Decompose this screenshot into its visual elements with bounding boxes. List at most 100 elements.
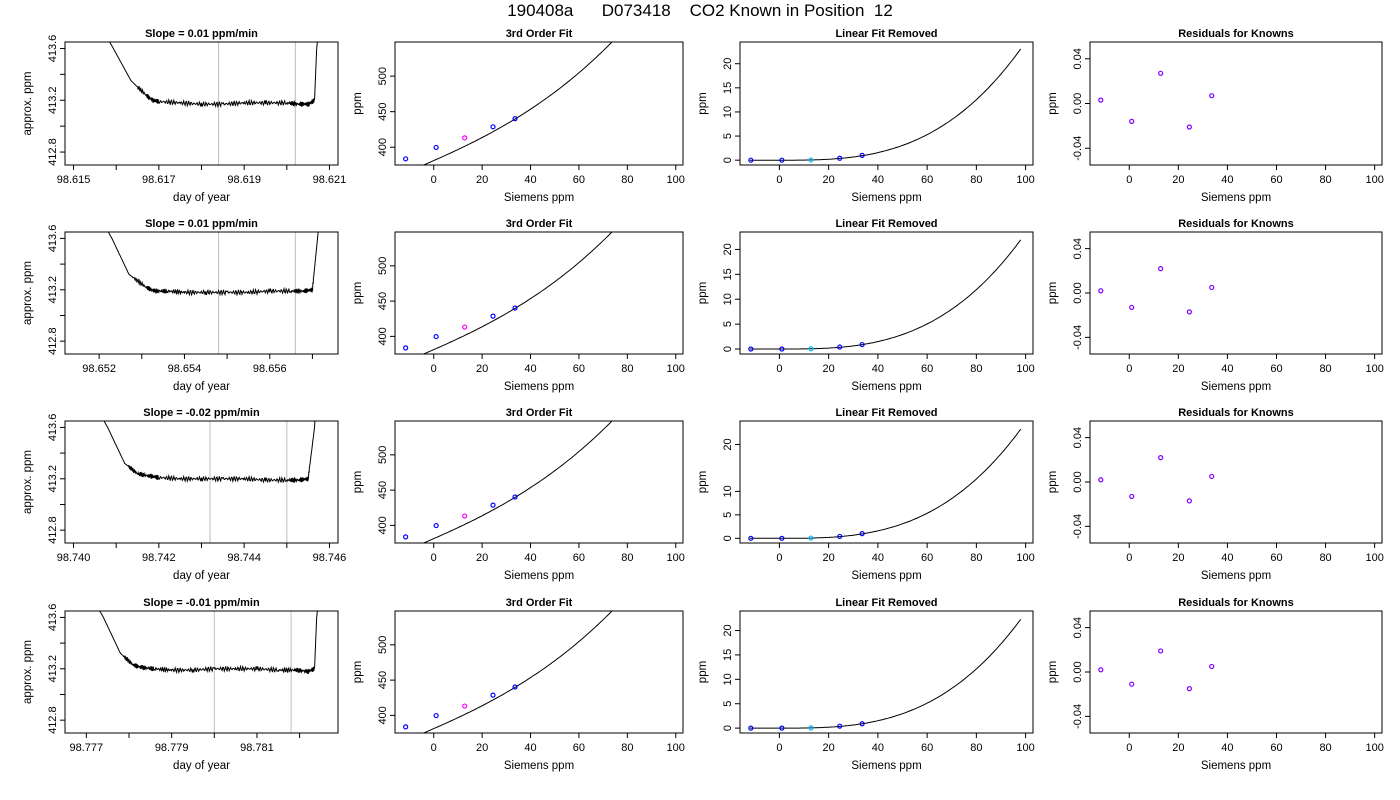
y-tick-label: 20 — [722, 624, 734, 636]
panel-title: 3rd Order Fit — [506, 218, 573, 230]
x-tick-label: 0 — [1126, 363, 1132, 375]
plot-frame — [1089, 41, 1383, 166]
y-tick-label: 400 — [377, 138, 389, 156]
residual-point — [1129, 118, 1135, 124]
x-tick-label: 20 — [1172, 174, 1184, 186]
panel-title: Linear Fit Removed — [835, 28, 937, 40]
y-tick-label: 0.04 — [1072, 427, 1084, 448]
x-tick-label: 80 — [970, 742, 982, 754]
plot-area — [748, 239, 1022, 352]
plot-frame — [394, 231, 684, 355]
x-tick-label: 20 — [823, 742, 835, 754]
x-tick-label: 100 — [1365, 742, 1383, 754]
y-tick-label: 0 — [722, 346, 734, 352]
panel-title: Slope = -0.01 ppm/min — [143, 597, 260, 609]
x-tick-label: 20 — [823, 174, 835, 186]
known-point — [808, 725, 814, 731]
panel-title: 3rd Order Fit — [506, 597, 573, 609]
x-tick-label: 60 — [921, 174, 933, 186]
y-tick-label: 450 — [377, 102, 389, 120]
y-tick-label: 0 — [722, 157, 734, 163]
standard-point — [859, 341, 865, 348]
standard-point — [779, 346, 785, 352]
x-axis-label: day of year — [173, 381, 230, 393]
plot-frame — [394, 610, 684, 734]
x-tick-label: 0 — [1126, 174, 1132, 186]
panel-title: Residuals for Knowns — [1178, 218, 1294, 230]
y-axis-label: approx. ppm — [22, 261, 34, 325]
panel-1-0: Slope = 0.01 ppm/min 98.652 98.654 98.656 41… — [22, 218, 339, 393]
standard-point — [779, 535, 785, 541]
x-tick-label: 80 — [1319, 742, 1331, 754]
y-tick-label: 413.6 — [47, 35, 59, 63]
panel-title: Residuals for Knowns — [1178, 597, 1294, 609]
standard-point — [837, 723, 843, 729]
residual-point — [1186, 498, 1192, 504]
standard-point — [837, 533, 843, 540]
x-tick-label: 100 — [1016, 742, 1034, 754]
plot-frame — [394, 41, 684, 166]
x-tick-label: 98.654 — [168, 363, 202, 375]
known-point — [808, 157, 814, 163]
x-tick-label: 98.621 — [313, 174, 347, 186]
y-tick-label: 413.6 — [47, 604, 59, 632]
residual-point — [1158, 455, 1164, 461]
y-tick-label: 10 — [722, 485, 734, 497]
y-axis-label: ppm — [697, 661, 709, 683]
y-tick-label: 400 — [377, 706, 389, 724]
plot-frame — [64, 610, 339, 734]
x-axis-label: day of year — [173, 570, 230, 582]
panel-1-2: Linear Fit Removed 0 20 40 60 80 100 0 5 10 15 20 Si… — [697, 218, 1035, 393]
x-tick-label: 40 — [1221, 742, 1233, 754]
x-axis-label: Siemens ppm — [1201, 192, 1271, 204]
y-axis-label: approx. ppm — [22, 72, 34, 136]
fit-curve — [422, 42, 613, 165]
y-tick-label: 500 — [377, 636, 389, 654]
panel-title: 3rd Order Fit — [506, 407, 573, 419]
y-tick-label: 0.00 — [1072, 471, 1084, 492]
x-tick-label: 98.740 — [57, 552, 91, 564]
plot-frame — [739, 41, 1034, 166]
standard-point — [433, 712, 439, 719]
standard-point — [490, 502, 496, 508]
standard-point — [490, 313, 496, 319]
residual-point — [1098, 477, 1104, 483]
plot-area — [107, 232, 319, 354]
standard-point — [748, 725, 754, 731]
x-tick-label: 60 — [921, 742, 933, 754]
residual-curve — [749, 428, 1022, 539]
x-tick-label: 98.746 — [313, 552, 347, 564]
y-axis-label: ppm — [1047, 661, 1059, 683]
plot-frame — [394, 420, 684, 544]
standard-point — [512, 684, 518, 690]
x-axis-label: Siemens ppm — [504, 381, 574, 393]
residual-point — [1209, 663, 1215, 670]
x-tick-label: 0 — [431, 363, 437, 375]
known-point — [808, 346, 814, 352]
x-tick-label: 20 — [476, 363, 488, 375]
y-tick-label: 20 — [722, 438, 734, 450]
x-tick-label: 40 — [524, 363, 536, 375]
data-trace — [109, 42, 318, 109]
figure-title: 190408a D073418 CO2 Known in Position 12 — [507, 1, 893, 20]
x-tick-label: 80 — [621, 174, 633, 186]
residual-curve — [749, 48, 1022, 161]
standard-point — [490, 124, 496, 130]
plot-frame — [64, 41, 339, 166]
plot-area — [748, 618, 1022, 731]
x-axis-label: Siemens ppm — [504, 760, 574, 772]
panel-1-3: Residuals for Knowns 0 20 40 60 80 100 -0.04 0.0… — [1047, 218, 1384, 393]
panel-2-3: Residuals for Knowns 0 20 40 60 80 100 -0.04 0.0… — [1047, 407, 1384, 582]
y-tick-label: 413.6 — [47, 225, 59, 253]
x-tick-label: 40 — [872, 363, 884, 375]
x-tick-label: 60 — [1270, 552, 1282, 564]
plot-area — [1098, 648, 1215, 692]
x-tick-label: 100 — [1016, 174, 1034, 186]
y-axis-label: ppm — [352, 661, 364, 683]
known-point — [462, 135, 468, 141]
y-axis-label: ppm — [352, 282, 364, 304]
y-tick-label: 450 — [377, 292, 389, 310]
x-tick-label: 80 — [1319, 363, 1331, 375]
y-tick-label: 15 — [722, 82, 734, 94]
residual-point — [1158, 70, 1164, 76]
